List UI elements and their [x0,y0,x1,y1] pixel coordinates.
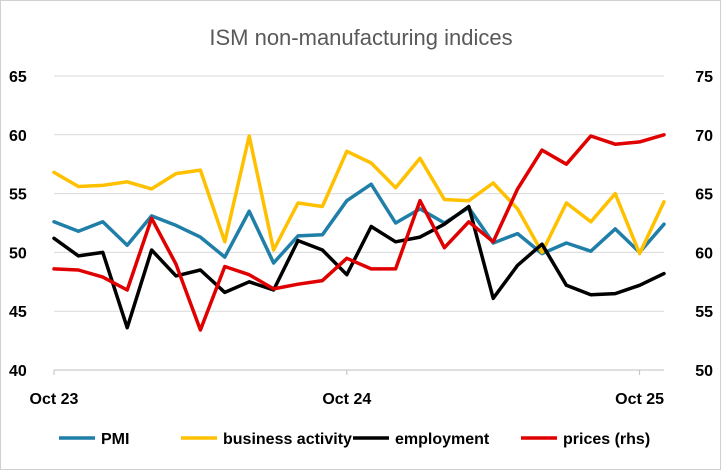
y-left-tick-label: 65 [9,69,27,86]
legend-item: PMI [59,431,129,448]
legend-item: employment [353,431,490,448]
x-tick-label: Oct 24 [322,391,371,408]
legend-label: employment [395,431,490,448]
series-line-business-activity [52,134,666,256]
y-right-tick-label: 70 [695,128,713,145]
legend-item: prices (rhs) [521,431,650,448]
legend-label: prices (rhs) [563,431,650,448]
legend-label: business activity [223,431,352,448]
y-left-tick-label: 55 [9,187,27,204]
y-left-tick-label: 60 [9,128,27,145]
x-tick-label: Oct 23 [30,391,79,408]
y-left-tick-label: 45 [9,304,27,321]
series-line-employment [52,204,666,330]
y-left-tick-label: 40 [9,363,27,380]
axes: 40 45 50 55 60 65 50 55 60 65 70 75 Oct 23 Oct 24 Oct … [9,69,713,408]
legend-item: business activity [181,431,352,448]
y-right-tick-label: 65 [695,187,713,204]
y-left-tick-label: 50 [9,245,27,262]
y-right-tick-label: 50 [695,363,713,380]
y-right-tick-label: 60 [695,245,713,262]
x-tick-label: Oct 25 [615,391,664,408]
y-right-tick-label: 75 [695,69,713,86]
legend-label: PMI [101,431,129,448]
y-right-tick-label: 55 [695,304,713,321]
series-line-prices-rhs [52,133,666,332]
series-line-pmi [52,182,666,265]
series-lines [52,133,666,332]
legend: PMI business activity employment prices (rh… [59,431,650,448]
chart-title: ISM non-manufacturing indices [209,25,512,50]
